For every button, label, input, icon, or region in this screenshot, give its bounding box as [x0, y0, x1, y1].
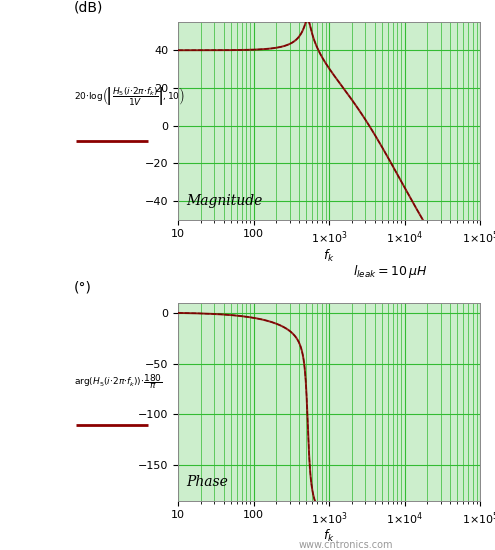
Text: (°): (°)	[74, 281, 92, 295]
Text: www.cntronics.com: www.cntronics.com	[299, 540, 394, 550]
Text: $l_{leak}=10\,\mu H$: $l_{leak}=10\,\mu H$	[353, 263, 428, 280]
Text: $20{\cdot}\log\!\left(\!\left|\dfrac{H_5(i{\cdot}2\pi{\cdot}f_k)}{1V}\right|\!,1: $20{\cdot}\log\!\left(\!\left|\dfrac{H_5…	[74, 86, 185, 108]
Text: Phase: Phase	[186, 475, 228, 488]
X-axis label: $f_k$: $f_k$	[323, 248, 335, 263]
Text: $\arg\!\left(H_5(i{\cdot}2\pi{\cdot}f_k)\right){\cdot}\dfrac{180}{\pi}$: $\arg\!\left(H_5(i{\cdot}2\pi{\cdot}f_k)…	[74, 372, 162, 391]
X-axis label: $f_k$: $f_k$	[323, 528, 335, 544]
Text: Magnitude: Magnitude	[186, 194, 262, 208]
Text: (dB): (dB)	[74, 0, 103, 14]
